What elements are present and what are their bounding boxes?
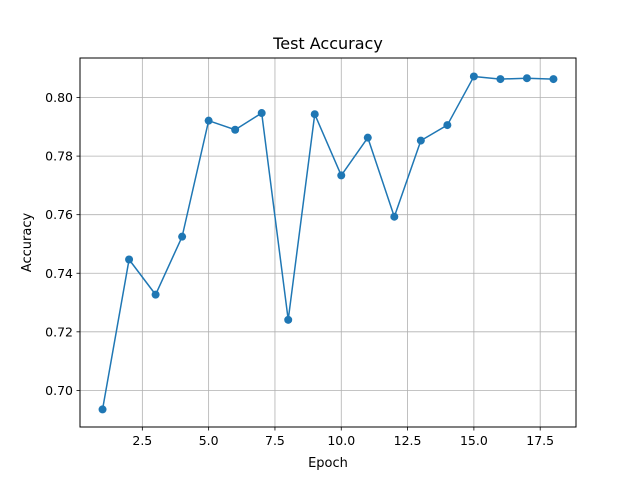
accuracy-data-point [125, 255, 134, 264]
accuracy-data-point [284, 315, 293, 324]
y-tick-label: 0.74 [45, 266, 73, 281]
x-axis-label: Epoch [308, 456, 348, 471]
accuracy-data-point [549, 75, 558, 84]
accuracy-data-point [522, 74, 531, 83]
y-tick-label: 0.80 [45, 90, 73, 105]
y-tick-label: 0.70 [45, 383, 73, 398]
accuracy-data-point [310, 110, 319, 119]
accuracy-data-point [204, 116, 213, 125]
accuracy-data-point [469, 72, 478, 81]
x-tick-label: 17.5 [526, 433, 554, 448]
x-tick-label: 5.0 [199, 433, 219, 448]
plot-frame [79, 57, 577, 428]
y-tick-label: 0.78 [45, 149, 73, 164]
y-tick-label: 0.76 [45, 207, 73, 222]
axis-ticks: 2.5 5.0 7.5 10.0 12.5 15.0 17.5 0.70 0.72 0.74 0.7… [45, 90, 554, 448]
plot-area [80, 58, 576, 427]
accuracy-data-point [178, 232, 187, 241]
accuracy-data-point [390, 212, 399, 221]
accuracy-data-point [363, 133, 372, 142]
accuracy-series-line [101, 75, 554, 410]
y-axis-label: Accuracy [20, 213, 35, 273]
accuracy-data-point [231, 125, 240, 134]
grid-lines [80, 58, 576, 427]
x-tick-label: 10.0 [327, 433, 355, 448]
x-tick-label: 2.5 [132, 433, 152, 448]
accuracy-data-point [337, 171, 346, 180]
accuracy-data-point [416, 136, 425, 145]
y-tick-label: 0.72 [45, 324, 73, 339]
x-tick-label: 12.5 [394, 433, 422, 448]
accuracy-data-point [98, 405, 107, 414]
chart-title: Test Accuracy [272, 34, 383, 53]
accuracy-data-point [496, 75, 505, 84]
x-tick-label: 7.5 [265, 433, 285, 448]
accuracy-data-point [443, 121, 452, 130]
x-tick-label: 15.0 [460, 433, 488, 448]
accuracy-data-point [257, 109, 266, 118]
accuracy-data-point [151, 290, 160, 299]
series-layer [98, 72, 558, 414]
